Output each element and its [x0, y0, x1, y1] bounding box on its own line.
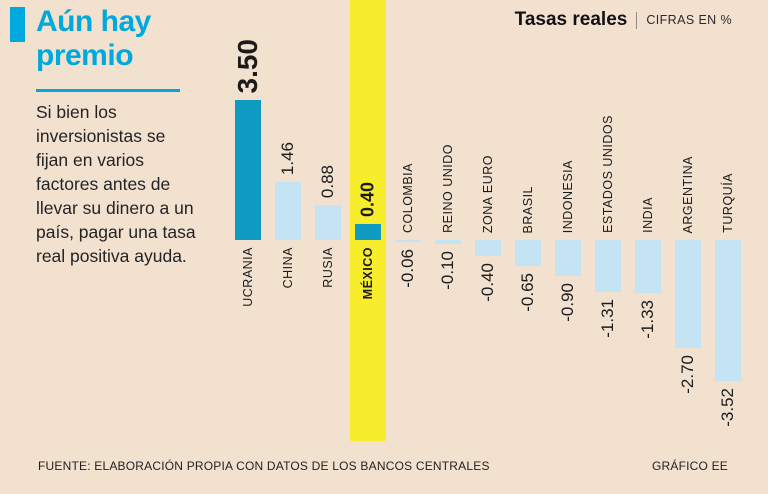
chart-bar	[675, 240, 701, 348]
value-label: -1.33	[638, 300, 657, 339]
chart-bar	[315, 204, 341, 240]
category-label: ESTADOS UNIDOS	[601, 115, 615, 233]
category-label: MÉXICO	[361, 247, 375, 300]
chart-header: Tasas reales CIFRAS EN %	[515, 9, 732, 31]
page-title: Aún hay premio	[36, 5, 151, 73]
chart-area: 3.50 UCRANIA 1.46 CHINA 0.88 RUSIA 0.40 MÉXICO -…	[228, 0, 768, 494]
source-note: FUENTE: ELABORACIÓN PROPIA CON DATOS DE …	[38, 459, 490, 473]
credit-note: GRÁFICO EE	[651, 459, 728, 473]
value-label: 1.46	[278, 141, 297, 175]
chart-bar	[235, 100, 261, 240]
title-line-1: Aún hay	[36, 5, 151, 38]
category-label: CHINA	[281, 247, 295, 289]
value-label: -0.10	[438, 251, 457, 290]
chart-bar	[515, 240, 541, 266]
category-label: TURQUÍA	[721, 173, 735, 233]
value-label: -1.31	[598, 299, 617, 339]
category-label: INDIA	[641, 197, 655, 233]
chart-bar	[595, 240, 621, 293]
chart-bar	[715, 240, 741, 381]
value-label: -0.06	[398, 249, 417, 289]
value-label: -2.70	[678, 355, 697, 394]
description-text: Si bien los inversionistas se fijan en v…	[36, 102, 196, 266]
chart-bar	[555, 240, 581, 276]
category-label: RUSIA	[321, 247, 335, 288]
category-label: INDONESIA	[561, 159, 575, 233]
value-label: -0.65	[518, 273, 537, 312]
category-label: COLOMBIA	[401, 163, 415, 233]
value-label: -3.52	[718, 387, 737, 427]
chart-bar	[475, 240, 501, 256]
category-label: UCRANIA	[241, 247, 255, 307]
category-label: ZONA EURO	[481, 154, 495, 233]
value-label: -0.90	[558, 283, 577, 322]
value-label: 3.50	[232, 38, 263, 94]
category-label: REINO UNIDO	[441, 144, 455, 233]
header-divider	[636, 11, 638, 29]
chart-bar	[275, 181, 301, 240]
title-line-2: premio	[36, 39, 134, 72]
chart-bar	[355, 224, 381, 240]
chart-bar	[435, 240, 461, 244]
value-label: 0.40	[357, 181, 378, 217]
value-label: -0.40	[478, 263, 497, 302]
chart-bar	[635, 240, 661, 294]
highlight-band	[350, 0, 386, 441]
value-label: 0.88	[318, 164, 337, 198]
chart-bar	[395, 240, 421, 243]
accent-mark	[10, 7, 25, 42]
chart-units-label: CIFRAS EN %	[646, 13, 732, 27]
chart-title: Tasas reales	[514, 9, 628, 30]
category-label: BRASIL	[521, 185, 535, 233]
title-underline	[36, 89, 180, 92]
category-label: ARGENTINA	[681, 155, 695, 233]
